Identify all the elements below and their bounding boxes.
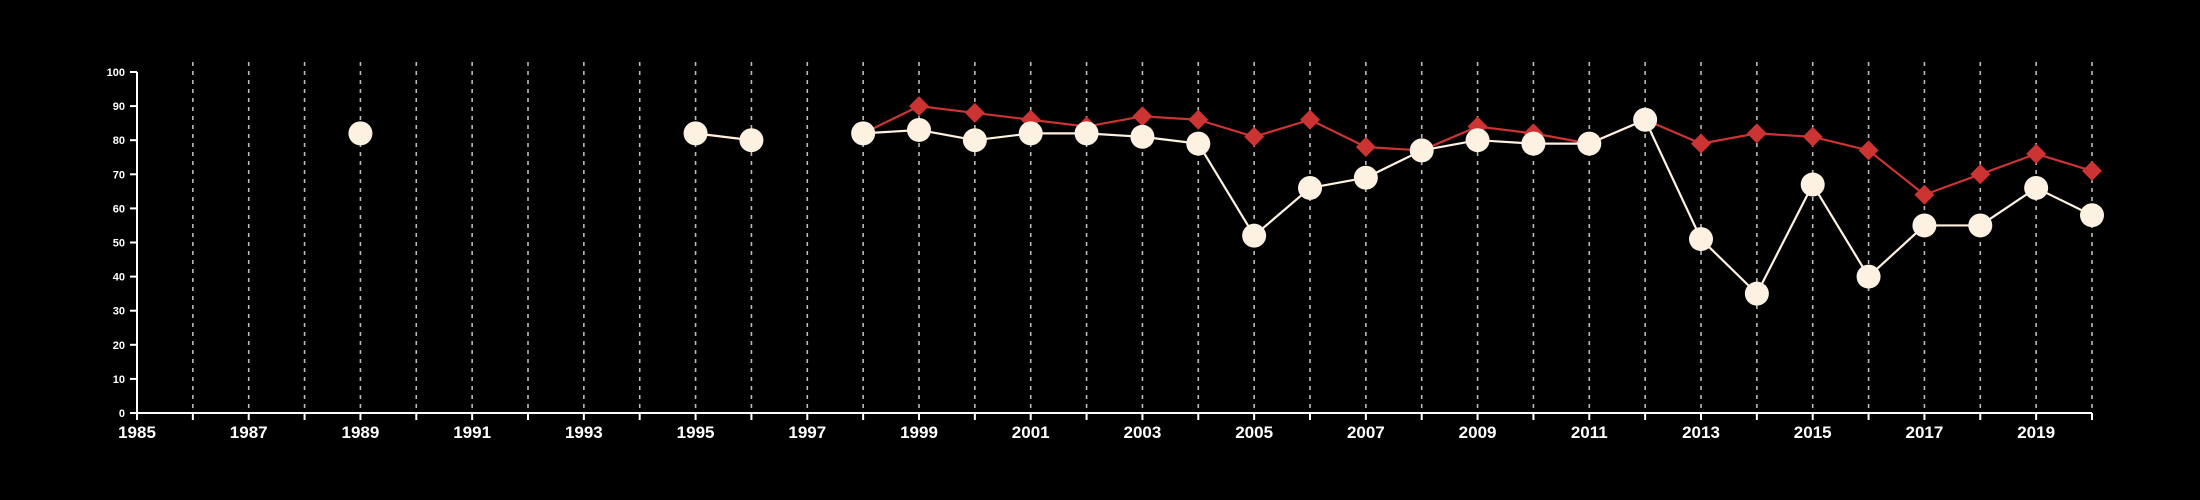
y-tick-label-10: 10 xyxy=(113,374,125,386)
series-b-point-2001 xyxy=(1020,109,1041,130)
x-tick-label-1987: 1987 xyxy=(230,423,268,442)
series-a-point-1989 xyxy=(348,121,373,146)
series-b-point-1999 xyxy=(909,96,929,117)
series-a-point-2002 xyxy=(1074,121,1099,146)
series-a-point-2019 xyxy=(2024,175,2049,200)
series-a-point-2001 xyxy=(1018,121,1043,146)
x-tick-label-1991: 1991 xyxy=(453,423,491,442)
series-b-point-2015 xyxy=(1802,126,1823,147)
y-tick-label-20: 20 xyxy=(113,340,125,352)
x-tick-label-2005: 2005 xyxy=(1235,423,1273,442)
x-tick-label-1993: 1993 xyxy=(565,423,603,442)
x-tick-label-2007: 2007 xyxy=(1347,423,1385,442)
series-b-point-2013 xyxy=(1691,133,1711,154)
series-a-point-2012 xyxy=(1633,107,1658,132)
x-tick-label-2015: 2015 xyxy=(1794,423,1832,442)
series-a-point-2013 xyxy=(1689,227,1713,252)
series-a-point-2014 xyxy=(1744,281,1769,306)
series-b-point-2003 xyxy=(1132,106,1153,127)
series-a xyxy=(348,107,2104,306)
series-b-point-2020 xyxy=(2082,160,2102,181)
x-tick-label-2011: 2011 xyxy=(1571,423,1608,442)
y-tick-label-100: 100 xyxy=(107,67,125,79)
series-b-point-2019 xyxy=(2026,143,2047,164)
series-b-point-2005 xyxy=(1244,126,1265,147)
series-a-point-1998 xyxy=(851,121,876,146)
series-b-point-2016 xyxy=(1858,140,1879,161)
y-tick-label-0: 0 xyxy=(119,408,125,420)
series-a-point-2009 xyxy=(1465,128,1490,153)
y-tick-label-70: 70 xyxy=(113,169,125,181)
series-a-point-2020 xyxy=(2080,203,2104,228)
series-a-point-2015 xyxy=(1800,172,1825,197)
series-a-point-2007 xyxy=(1353,165,1378,190)
series-b-point-2018 xyxy=(1970,164,1991,185)
series-b-point-2004 xyxy=(1188,109,1209,130)
x-tick-label-2009: 2009 xyxy=(1459,423,1497,442)
series-a-point-2010 xyxy=(1521,131,1546,156)
x-tick-label-2001: 2001 xyxy=(1012,423,1050,442)
series-b-point-2014 xyxy=(1746,123,1767,144)
x-tick-label-2013: 2013 xyxy=(1682,423,1720,442)
x-tick-label-1985: 1985 xyxy=(118,423,156,442)
y-tick-label-80: 80 xyxy=(113,135,125,147)
series-a-point-2017 xyxy=(1912,213,1937,238)
series-b-point-2007 xyxy=(1355,137,1376,158)
series-b-point-2017 xyxy=(1914,184,1935,205)
series-a-point-2008 xyxy=(1409,138,1434,163)
x-tick-label-2003: 2003 xyxy=(1124,423,1162,442)
series-a-point-2004 xyxy=(1186,131,1211,156)
y-tick-label-50: 50 xyxy=(113,238,125,250)
x-tick-label-2017: 2017 xyxy=(1906,423,1944,442)
series-a-point-2006 xyxy=(1298,175,1322,200)
series-b-point-2000 xyxy=(964,102,985,123)
y-tick-label-40: 40 xyxy=(113,272,125,284)
series-a-point-1999 xyxy=(907,117,931,142)
y-tick-label-30: 30 xyxy=(113,306,125,318)
series-a-point-2005 xyxy=(1242,223,1267,248)
axes: 0 10 20 30 40 50 60 70 80 90 100 1985 1987 1989 1991 19… xyxy=(107,67,2093,442)
series-a-point-2011 xyxy=(1577,131,1602,156)
y-tick-label-60: 60 xyxy=(113,203,125,215)
series-a-point-1996 xyxy=(739,128,764,153)
x-tick-label-1995: 1995 xyxy=(677,423,715,442)
x-tick-label-2019: 2019 xyxy=(2017,423,2055,442)
series-a-point-1995 xyxy=(683,121,708,146)
series-a-point-2018 xyxy=(1968,213,1993,238)
series-group xyxy=(348,96,2104,306)
series-a-point-2000 xyxy=(962,128,987,153)
series-a-point-2003 xyxy=(1130,124,1155,149)
series-a-point-2016 xyxy=(1856,264,1881,289)
x-tick-label-1999: 1999 xyxy=(900,423,938,442)
x-tick-label-1997: 1997 xyxy=(788,423,826,442)
y-tick-label-90: 90 xyxy=(113,101,125,113)
x-tick-label-1989: 1989 xyxy=(342,423,380,442)
series-b-point-2006 xyxy=(1300,109,1320,130)
